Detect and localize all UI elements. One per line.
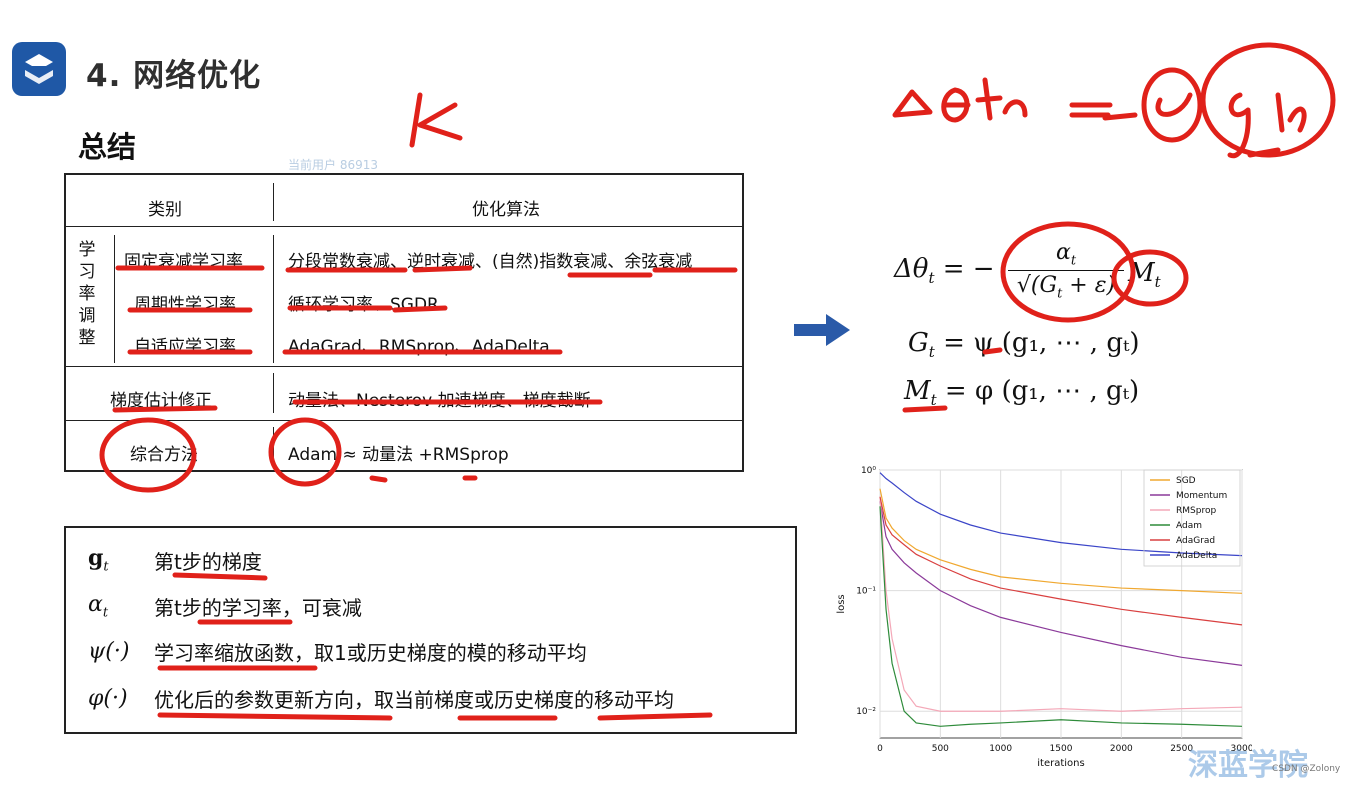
brand-watermark: 深蓝学院 <box>1188 748 1308 783</box>
glossary-row: ψ(·) 学习率缩放函数，取1或历史梯度的模的移动平均 <box>88 633 587 669</box>
m-formula: Mt = φ (g₁, ⋯ , gₜ) <box>904 376 1140 410</box>
x-tick-label: 0 <box>877 744 883 754</box>
legend-label: AdaGrad <box>1176 536 1215 546</box>
glossary-symbol: ψ(·) <box>88 638 130 664</box>
y-tick-label: 10⁻¹ <box>856 587 876 597</box>
update-formula: Δθt = − <box>894 254 995 288</box>
glossary-row: φ(·) 优化后的参数更新方向，取当前梯度或历史梯度的移动平均 <box>88 680 674 716</box>
credit-text: CSDN @Zolony <box>1272 764 1341 774</box>
legend-label: Adam <box>1176 521 1202 531</box>
series-line-sgd <box>879 488 1243 594</box>
loss-chart: 0 500 1000 1500 2000 2500 3000 10⁰ 10⁻¹ 10⁻² iter… <box>836 466 1252 769</box>
series-line-adadelta <box>879 472 1243 557</box>
glossary-box: gt 第t步的梯度 αt 第t步的学习率，可衰减 ψ(·) 学习率缩放函数，取1… <box>64 526 797 734</box>
table-header-algorithms: 优化算法 <box>472 200 540 220</box>
logo <box>12 42 66 96</box>
table-header-category: 类别 <box>148 200 182 220</box>
y-axis-label: loss <box>836 594 847 613</box>
glossary-symbol: gt <box>88 545 109 575</box>
y-tick-label: 10⁰ <box>861 466 876 476</box>
legend-label: AdaDelta <box>1176 551 1217 561</box>
glossary-text: 优化后的参数更新方向，取当前梯度或历史梯度的移动平均 <box>154 687 674 712</box>
table-row-category: 梯度估计修正 <box>110 391 212 411</box>
series-line-rmsprop <box>879 496 1243 712</box>
table-row-algorithms: 分段常数衰减、逆时衰减、(自然)指数衰减、余弦衰减 <box>288 252 693 272</box>
table-row-algorithms: Adam ≈ 动量法 +RMSprop <box>288 445 509 465</box>
right-arrow-icon <box>794 314 850 346</box>
y-tick-label: 10⁻² <box>856 707 876 717</box>
glossary-symbol: αt <box>88 591 109 621</box>
fraction: αt √(Gt + ε) <box>1008 240 1124 302</box>
legend-label: SGD <box>1176 476 1196 486</box>
x-tick-label: 2500 <box>1170 744 1193 754</box>
series-line-adam <box>879 506 1243 727</box>
section-title: 总结 <box>78 130 137 164</box>
glossary-text: 第t步的梯度 <box>154 549 262 574</box>
legend-label: RMSprop <box>1176 506 1216 516</box>
table-row-category: 综合方法 <box>130 445 198 465</box>
logo-mark-icon <box>25 54 53 84</box>
x-axis-label: iterations <box>1037 758 1084 769</box>
series-line-momentum <box>879 501 1243 666</box>
page-title: 4. 网络优化 <box>86 58 262 94</box>
x-tick-label: 2000 <box>1110 744 1133 754</box>
glossary-symbol: φ(·) <box>88 685 128 711</box>
x-tick-label: 500 <box>932 744 949 754</box>
group-label: 学习率调整 <box>78 240 96 348</box>
formula-block: Δθt = − αt √(Gt + ε) Mt Gt = ψ (g₁, ⋯ , … <box>880 238 1220 418</box>
g-formula: Gt = ψ (g₁, ⋯ , gₜ) <box>908 328 1140 362</box>
glossary-row: αt 第t步的学习率，可衰减 <box>88 588 362 624</box>
series-line-adagrad <box>879 496 1243 626</box>
glossary-text: 第t步的学习率，可衰减 <box>154 595 362 620</box>
glossary-row: gt 第t步的梯度 <box>88 542 262 578</box>
user-watermark: 当前用户 86913 <box>288 158 378 172</box>
legend-label: Momentum <box>1176 491 1227 501</box>
x-tick-label: 1500 <box>1050 744 1073 754</box>
glossary-text: 学习率缩放函数，取1或历史梯度的模的移动平均 <box>154 640 587 665</box>
x-tick-label: 3000 <box>1231 744 1252 754</box>
legend-frame <box>1143 469 1241 567</box>
x-tick-label: 1000 <box>989 744 1012 754</box>
